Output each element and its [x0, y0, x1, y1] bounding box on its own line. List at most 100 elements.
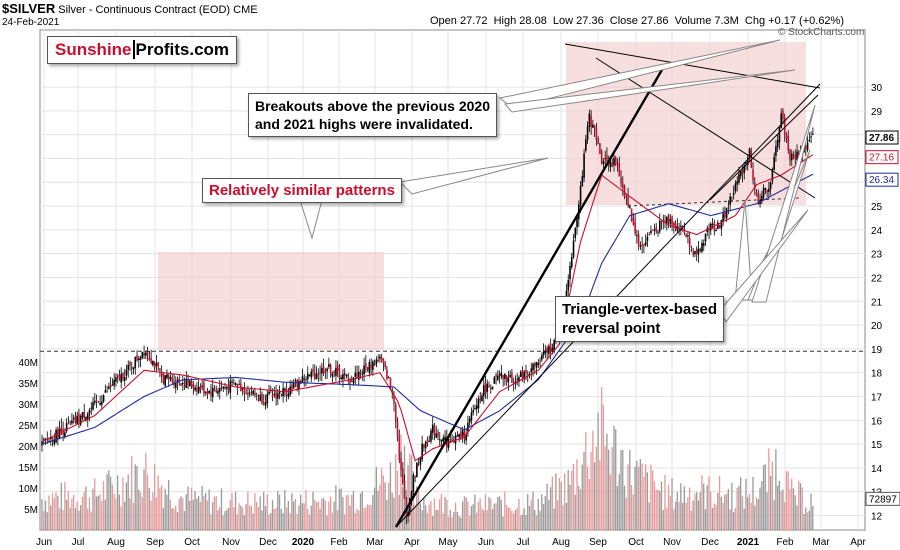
- candle-body: [713, 222, 716, 231]
- candle-body: [138, 358, 140, 361]
- candle-body: [287, 394, 290, 397]
- volume-bar: [743, 508, 745, 530]
- candle-body: [85, 417, 87, 421]
- volume-bar: [248, 505, 251, 530]
- volume-bar: [254, 492, 256, 530]
- volume-bar: [419, 503, 421, 530]
- candle-body: [387, 377, 390, 379]
- x-tick-label: Sep: [146, 537, 164, 548]
- candle-body: [314, 372, 316, 379]
- candle-body: [748, 148, 751, 157]
- candle-body: [509, 374, 511, 378]
- volume-bar: [361, 491, 363, 530]
- candle-body: [76, 415, 78, 425]
- candle-body: [437, 432, 439, 437]
- candle-body: [423, 443, 425, 449]
- candle-body: [333, 371, 335, 373]
- candle-body: [150, 357, 152, 364]
- volume-bar: [451, 517, 453, 530]
- volume-bar: [798, 481, 800, 530]
- descending-line: [595, 57, 816, 199]
- candle-body: [588, 113, 591, 127]
- volume-bar: [803, 514, 805, 530]
- volume-bar: [169, 499, 172, 530]
- candle-body: [479, 397, 482, 401]
- candle-body: [792, 155, 795, 157]
- volume-bar: [372, 495, 374, 530]
- candle-body: [245, 392, 247, 394]
- volume-bar: [801, 487, 803, 530]
- volume-tick-label: 35M: [19, 379, 38, 390]
- candle-body: [718, 225, 721, 228]
- candle-body: [546, 347, 548, 353]
- volume-bar: [155, 497, 157, 530]
- volume-bar: [671, 478, 673, 530]
- volume-bar: [80, 505, 82, 530]
- candle-body: [658, 220, 661, 232]
- volume-bar: [287, 501, 289, 530]
- candle-body: [680, 226, 682, 228]
- volume-bar: [535, 514, 538, 530]
- x-tick-label: Oct: [184, 537, 200, 548]
- candle-body: [213, 388, 216, 391]
- candle-body: [259, 394, 262, 401]
- volume-bar: [447, 516, 450, 530]
- volume-bar: [377, 490, 379, 530]
- volume-bar: [76, 501, 78, 530]
- volume-bar: [736, 487, 738, 530]
- candle-body: [490, 388, 492, 390]
- volume-bar: [109, 476, 112, 530]
- volume-bar: [264, 506, 267, 530]
- brand-divider: [132, 40, 135, 59]
- volume-bar: [206, 500, 209, 530]
- volume-bar: [715, 504, 717, 530]
- volume-bar: [157, 475, 159, 530]
- volume-bar: [537, 498, 539, 530]
- candle-body: [217, 390, 219, 394]
- candle-body: [55, 429, 57, 443]
- candle-body: [785, 134, 788, 139]
- volume-bar: [263, 491, 265, 530]
- volume-bar: [690, 510, 693, 530]
- volume-bar: [717, 492, 719, 530]
- x-tick-label: Oct: [628, 537, 644, 548]
- candle-body: [674, 223, 677, 229]
- volume-bar: [430, 500, 432, 530]
- volume-bar: [618, 474, 620, 530]
- candle-body: [695, 249, 698, 254]
- volume-bar: [738, 485, 740, 530]
- candle-body: [629, 207, 631, 209]
- volume-bar: [718, 475, 721, 530]
- volume-bar: [51, 492, 54, 530]
- candle-body: [808, 139, 811, 142]
- volume-bar: [285, 507, 288, 530]
- volume-bar: [108, 470, 110, 530]
- volume-bar: [409, 453, 411, 530]
- y-tick-label: 14: [871, 464, 883, 475]
- candle-body: [377, 359, 379, 362]
- x-tick-label: May: [439, 537, 458, 548]
- volume-bar: [630, 485, 633, 530]
- candle-body: [342, 374, 344, 380]
- candle-body: [650, 230, 652, 233]
- candle-body: [539, 360, 541, 362]
- candle-body: [639, 245, 642, 247]
- candle-body: [101, 401, 103, 405]
- candle-body: [627, 196, 629, 207]
- candle-body: [90, 407, 93, 409]
- volume-bar: [585, 431, 587, 530]
- candle-body: [146, 351, 149, 356]
- volume-bar: [493, 503, 495, 530]
- pattern-box-2020: [566, 42, 806, 205]
- sma-long-line: [41, 173, 814, 445]
- candle-body: [296, 379, 298, 388]
- candle-body: [431, 424, 434, 433]
- volume-bar: [331, 512, 333, 530]
- volume-bar: [314, 499, 316, 530]
- candle-body: [226, 387, 228, 389]
- candle-body: [810, 136, 812, 138]
- y-tick-label: 18: [871, 369, 883, 380]
- volume-bar: [83, 492, 85, 530]
- volume-bar: [613, 425, 615, 530]
- candle-body: [178, 378, 181, 383]
